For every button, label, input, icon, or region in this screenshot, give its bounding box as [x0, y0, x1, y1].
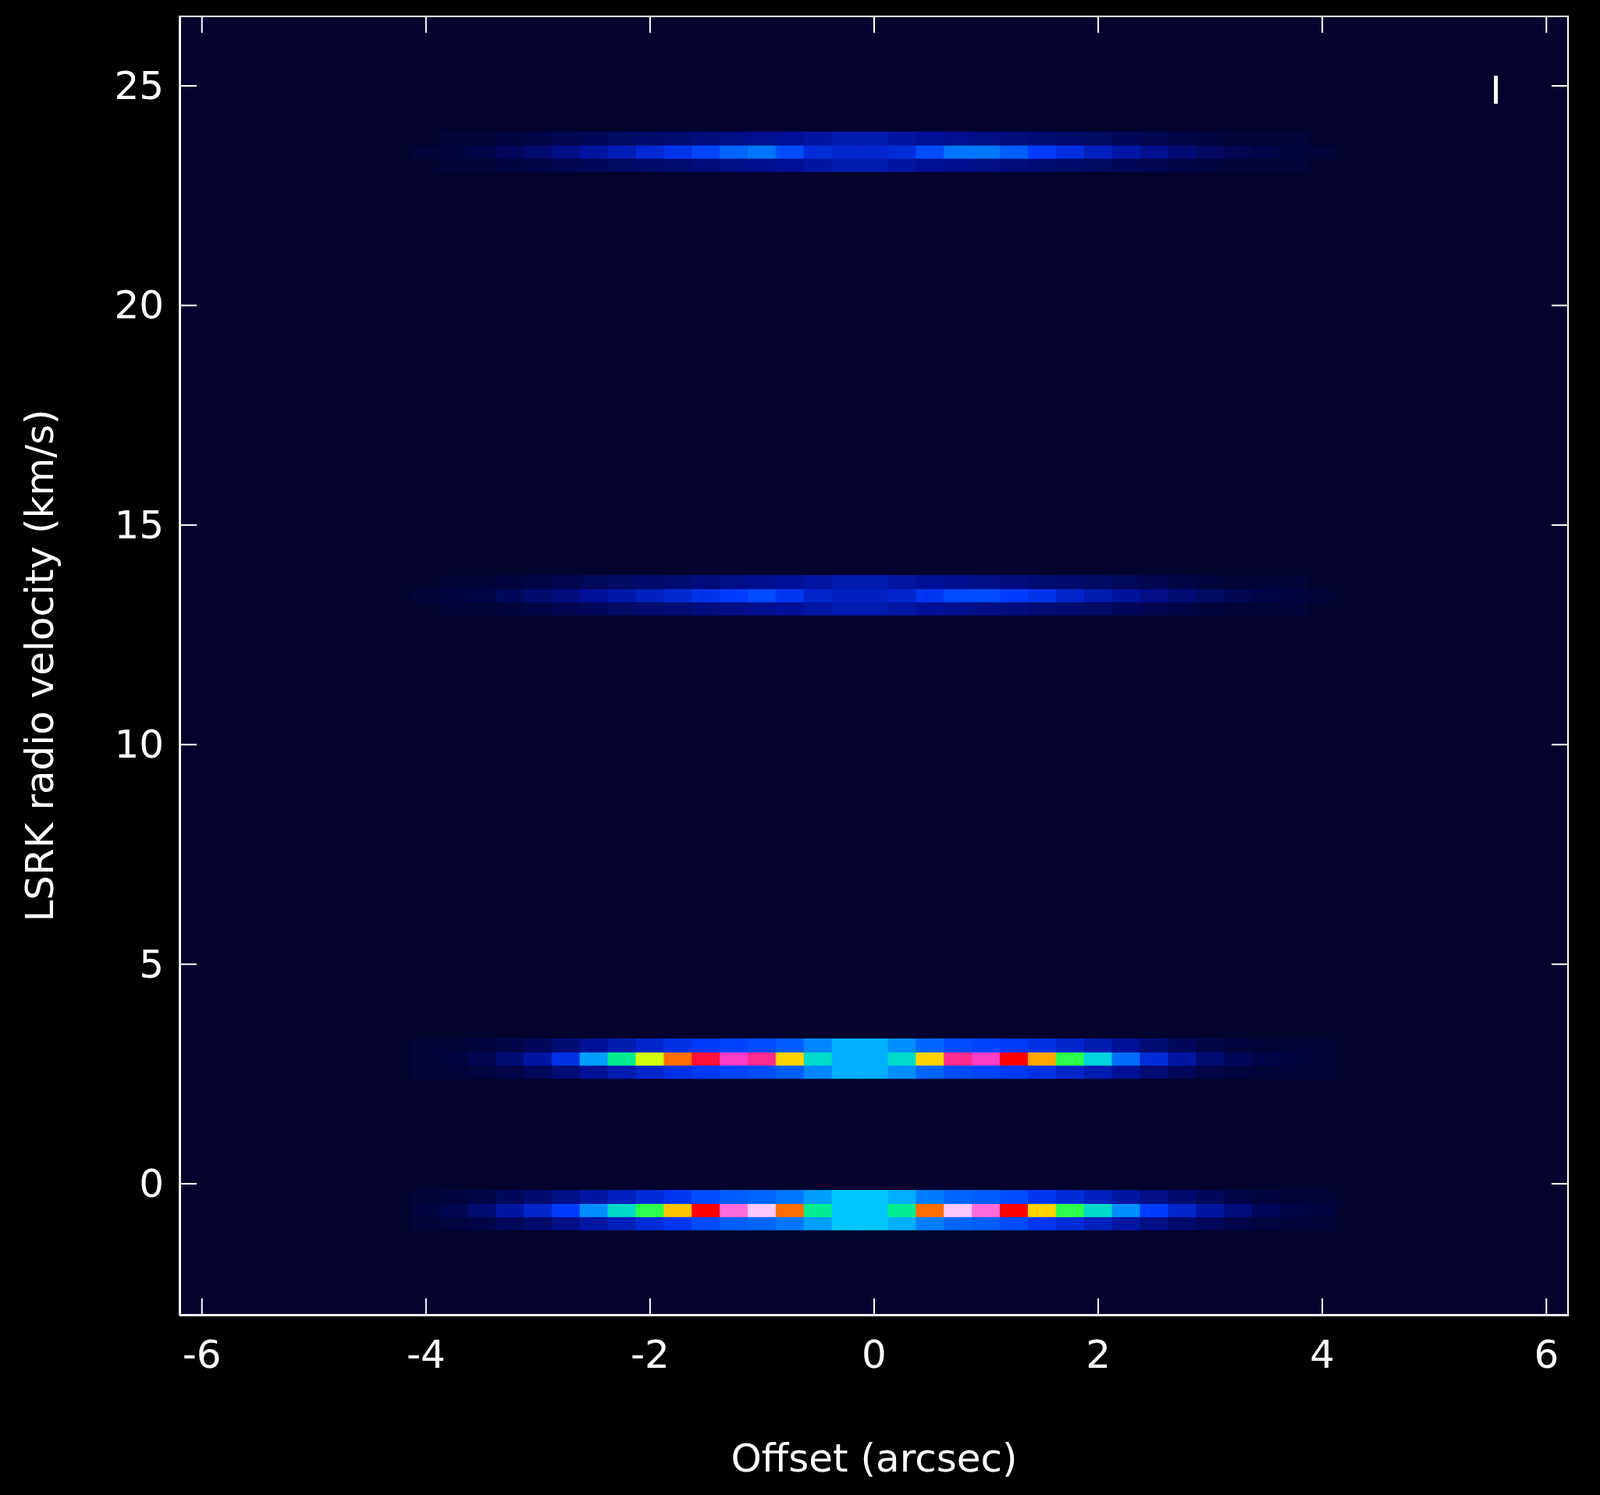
- svg-text:4: 4: [1309, 1332, 1335, 1378]
- svg-text:-4: -4: [406, 1332, 446, 1378]
- svg-text:-2: -2: [630, 1332, 670, 1378]
- svg-text:5: 5: [138, 942, 164, 988]
- svg-text:0: 0: [861, 1332, 887, 1378]
- svg-text:Offset (arcsec): Offset (arcsec): [730, 1436, 1017, 1482]
- svg-text:10: 10: [113, 721, 164, 768]
- svg-text:20: 20: [113, 282, 164, 328]
- svg-text:I: I: [1489, 67, 1502, 114]
- svg-text:2: 2: [1085, 1332, 1111, 1378]
- svg-text:25: 25: [113, 63, 164, 109]
- svg-text:0: 0: [138, 1161, 164, 1207]
- svg-text:6: 6: [1533, 1332, 1559, 1378]
- svg-text:-6: -6: [182, 1332, 222, 1378]
- svg-text:LSRK radio velocity (km/s): LSRK radio velocity (km/s): [17, 408, 63, 922]
- svg-text:15: 15: [113, 502, 164, 548]
